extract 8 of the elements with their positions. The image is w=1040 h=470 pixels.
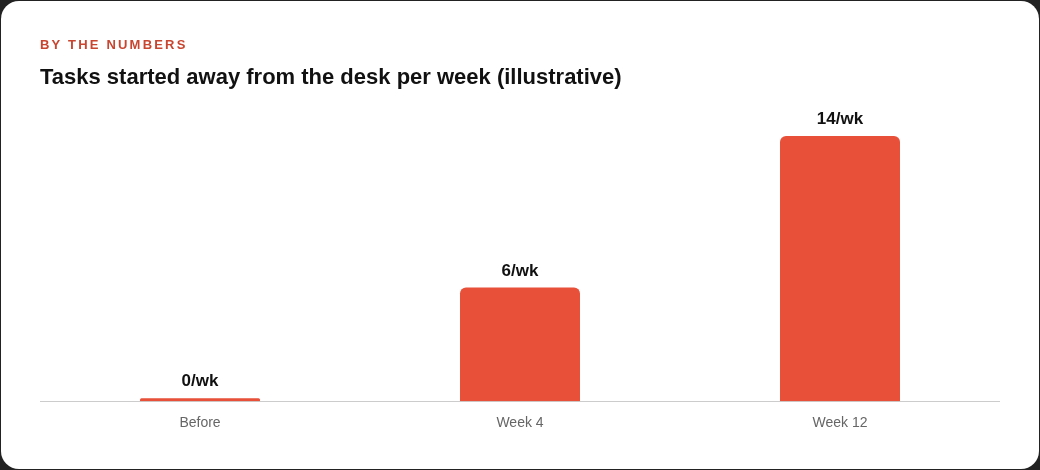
x-tick-label: Before	[179, 414, 221, 431]
chart-title: Tasks started away from the desk per week (illustrative)	[40, 64, 622, 90]
data-label: 0/wk	[181, 371, 219, 391]
x-tick-label: Week 12	[812, 414, 868, 431]
chart-subtitle: BY THE NUMBERS	[40, 37, 188, 52]
data-label: 14/wk	[816, 109, 864, 129]
data-label: 6/wk	[501, 260, 539, 280]
x-tick-label: Week 4	[496, 414, 544, 431]
